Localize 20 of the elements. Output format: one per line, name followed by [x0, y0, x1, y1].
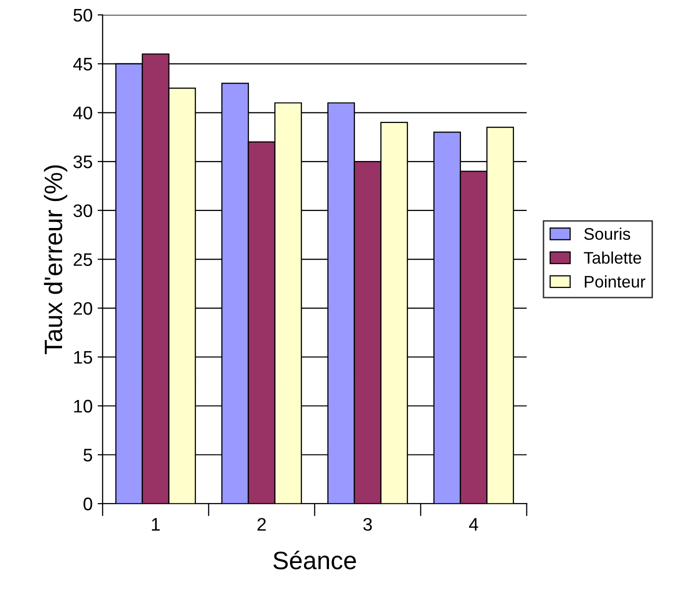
- y-tick-label: 30: [73, 204, 92, 218]
- x-tick-label: 3: [363, 518, 372, 531]
- x-tick-label: 4: [469, 518, 478, 531]
- legend-label: Tablette: [584, 251, 642, 264]
- x-tick-label: 1: [152, 518, 160, 531]
- x-axis-title: Séance: [273, 550, 356, 570]
- y-tick-label: 10: [74, 400, 92, 413]
- y-tick-label: 40: [73, 106, 92, 120]
- y-tick-label: 35: [73, 155, 92, 168]
- y-tick-label: 5: [84, 448, 92, 462]
- y-tick-label: 45: [73, 58, 92, 70]
- x-tick-label: 2: [258, 518, 266, 531]
- y-axis-title: Taux d'erreur (%): [44, 165, 68, 354]
- y-tick-label: 0: [84, 498, 92, 510]
- y-tick-label: 50: [74, 8, 92, 22]
- y-tick-label: 15: [74, 351, 92, 364]
- y-tick-label: 20: [74, 302, 92, 315]
- y-tick-label: 25: [74, 253, 92, 266]
- legend-label: Souris: [584, 228, 630, 240]
- legend-label: Pointeur: [584, 275, 646, 288]
